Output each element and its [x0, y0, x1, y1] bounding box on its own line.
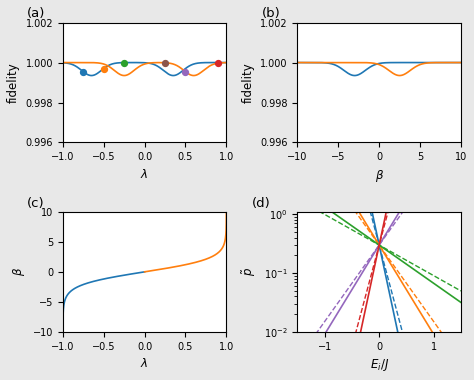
Point: [161, 60, 169, 66]
Point: [182, 69, 189, 75]
Point: [80, 69, 87, 75]
Text: (a): (a): [27, 7, 45, 20]
Point: [214, 60, 222, 66]
X-axis label: $\lambda$: $\lambda$: [140, 357, 149, 370]
Point: [120, 60, 128, 66]
Y-axis label: $\tilde{p}$: $\tilde{p}$: [241, 268, 258, 276]
Y-axis label: fidelity: fidelity: [7, 62, 20, 103]
X-axis label: $\lambda$: $\lambda$: [140, 168, 149, 181]
Y-axis label: fidelity: fidelity: [241, 62, 255, 103]
Y-axis label: $\beta$: $\beta$: [11, 267, 27, 276]
X-axis label: $\beta$: $\beta$: [374, 168, 384, 184]
Text: (c): (c): [27, 196, 45, 209]
X-axis label: $E_i/J$: $E_i/J$: [370, 357, 389, 373]
Text: (b): (b): [262, 7, 280, 20]
Text: (d): (d): [252, 196, 270, 209]
Point: [100, 65, 108, 71]
